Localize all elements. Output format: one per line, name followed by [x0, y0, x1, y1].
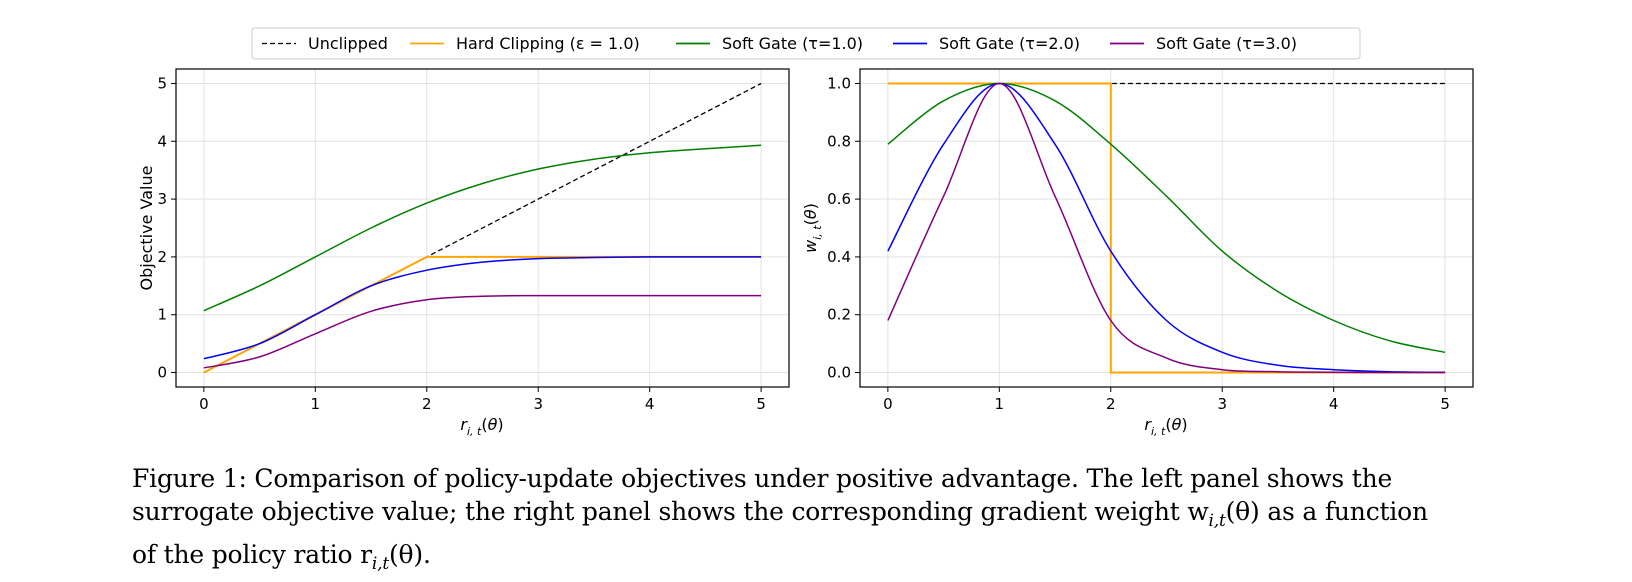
right-y-tick-label: 0.8 [827, 132, 851, 150]
left-y-tick-label: 4 [157, 132, 167, 150]
right-x-tick-label: 0 [883, 395, 893, 413]
left-x-tick-label: 5 [756, 395, 766, 413]
caption-line-3: of the policy ratio ri,t(θ). [132, 540, 431, 574]
legend-label-1: Unclipped [308, 34, 388, 53]
right-y-tick-label: 0.2 [827, 306, 851, 324]
right-series-soft-gate-tau1-line [887, 82, 1446, 354]
legend-label-3: Soft Gate (τ=1.0) [722, 34, 863, 53]
right-plot-frame [859, 68, 1474, 388]
right-y-tick-label: 0.6 [827, 190, 851, 208]
figure-canvas: Unclipped Hard Clipping (ε = 1.0) Soft Gat… [137, 27, 1474, 438]
left-y-tick-label: 0 [157, 364, 167, 382]
left-y-tick-label: 3 [157, 190, 167, 208]
right-series-soft-gate-tau3-line [887, 82, 1446, 374]
legend-label-4: Soft Gate (τ=2.0) [939, 34, 1080, 53]
left-y-tick-label: 5 [157, 74, 167, 92]
caption-line-2: surrogate objective value; the right pan… [132, 497, 1428, 531]
legend: Unclipped Hard Clipping (ε = 1.0) Soft Gat… [251, 27, 1361, 60]
right-x-axis-label: ri, t(θ) [1144, 415, 1187, 438]
left-y-tick-label: 1 [157, 306, 167, 324]
right-y-axis-label: wi, t(θ) [801, 203, 824, 253]
right-y-tick-label: 1.0 [827, 74, 851, 92]
right-y-tick-label: 0.0 [827, 364, 851, 382]
left-plot-frame [175, 68, 790, 388]
left-series-soft-gate-tau2-line [203, 256, 762, 360]
left-x-tick-label: 1 [311, 395, 321, 413]
legend-frame [251, 27, 1361, 60]
right-x-tick-label: 3 [1217, 395, 1227, 413]
left-y-axis-label: Objective Value [137, 166, 156, 291]
left-x-axis-label: ri, t(θ) [460, 415, 503, 438]
right-x-tick-label: 2 [1106, 395, 1116, 413]
left-panel: 0 1 2 3 4 5 0 1 2 3 4 5 ri, t(θ) Objective Value [137, 68, 790, 438]
left-y-tick-label: 2 [157, 248, 167, 266]
right-panel: 0 1 2 3 4 5 0.0 0.2 0.4 0.6 0.8 1.0 ri, t(θ) wi, t(… [801, 68, 1474, 438]
left-x-tick-label: 0 [199, 395, 209, 413]
figure-caption: Figure 1: Comparison of policy-update ob… [132, 462, 1492, 581]
right-x-tick-label: 5 [1440, 395, 1450, 413]
right-x-tick-label: 4 [1329, 395, 1339, 413]
legend-label-2: Hard Clipping (ε = 1.0) [456, 34, 640, 53]
right-y-tick-label: 0.4 [827, 248, 851, 266]
caption-line-1: Figure 1: Comparison of policy-update ob… [132, 464, 1393, 493]
right-series-soft-gate-tau2-line [887, 82, 1446, 374]
right-x-tick-label: 1 [995, 395, 1005, 413]
left-x-tick-label: 2 [422, 395, 432, 413]
left-series-soft-gate-tau1-line [203, 144, 762, 312]
left-x-tick-label: 4 [645, 395, 655, 413]
left-series-soft-gate-tau3-line [203, 294, 762, 369]
legend-label-5: Soft Gate (τ=3.0) [1156, 34, 1297, 53]
left-x-tick-label: 3 [533, 395, 543, 413]
